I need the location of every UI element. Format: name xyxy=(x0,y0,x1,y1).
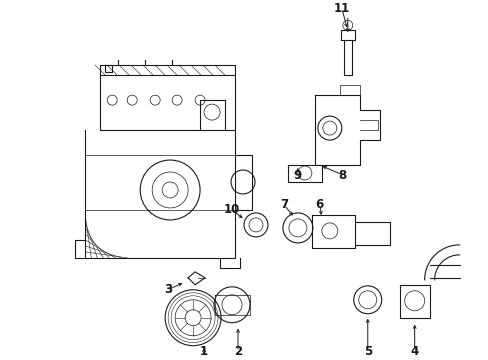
Text: 8: 8 xyxy=(338,168,346,181)
Text: 5: 5 xyxy=(363,345,371,358)
Text: 2: 2 xyxy=(233,345,242,358)
Text: 9: 9 xyxy=(293,168,302,181)
Text: 10: 10 xyxy=(224,203,240,216)
Text: 7: 7 xyxy=(279,198,287,211)
Text: 4: 4 xyxy=(410,345,418,358)
Text: 3: 3 xyxy=(164,283,172,296)
Text: 1: 1 xyxy=(200,345,208,358)
Text: 11: 11 xyxy=(333,2,349,15)
Text: 6: 6 xyxy=(315,198,324,211)
